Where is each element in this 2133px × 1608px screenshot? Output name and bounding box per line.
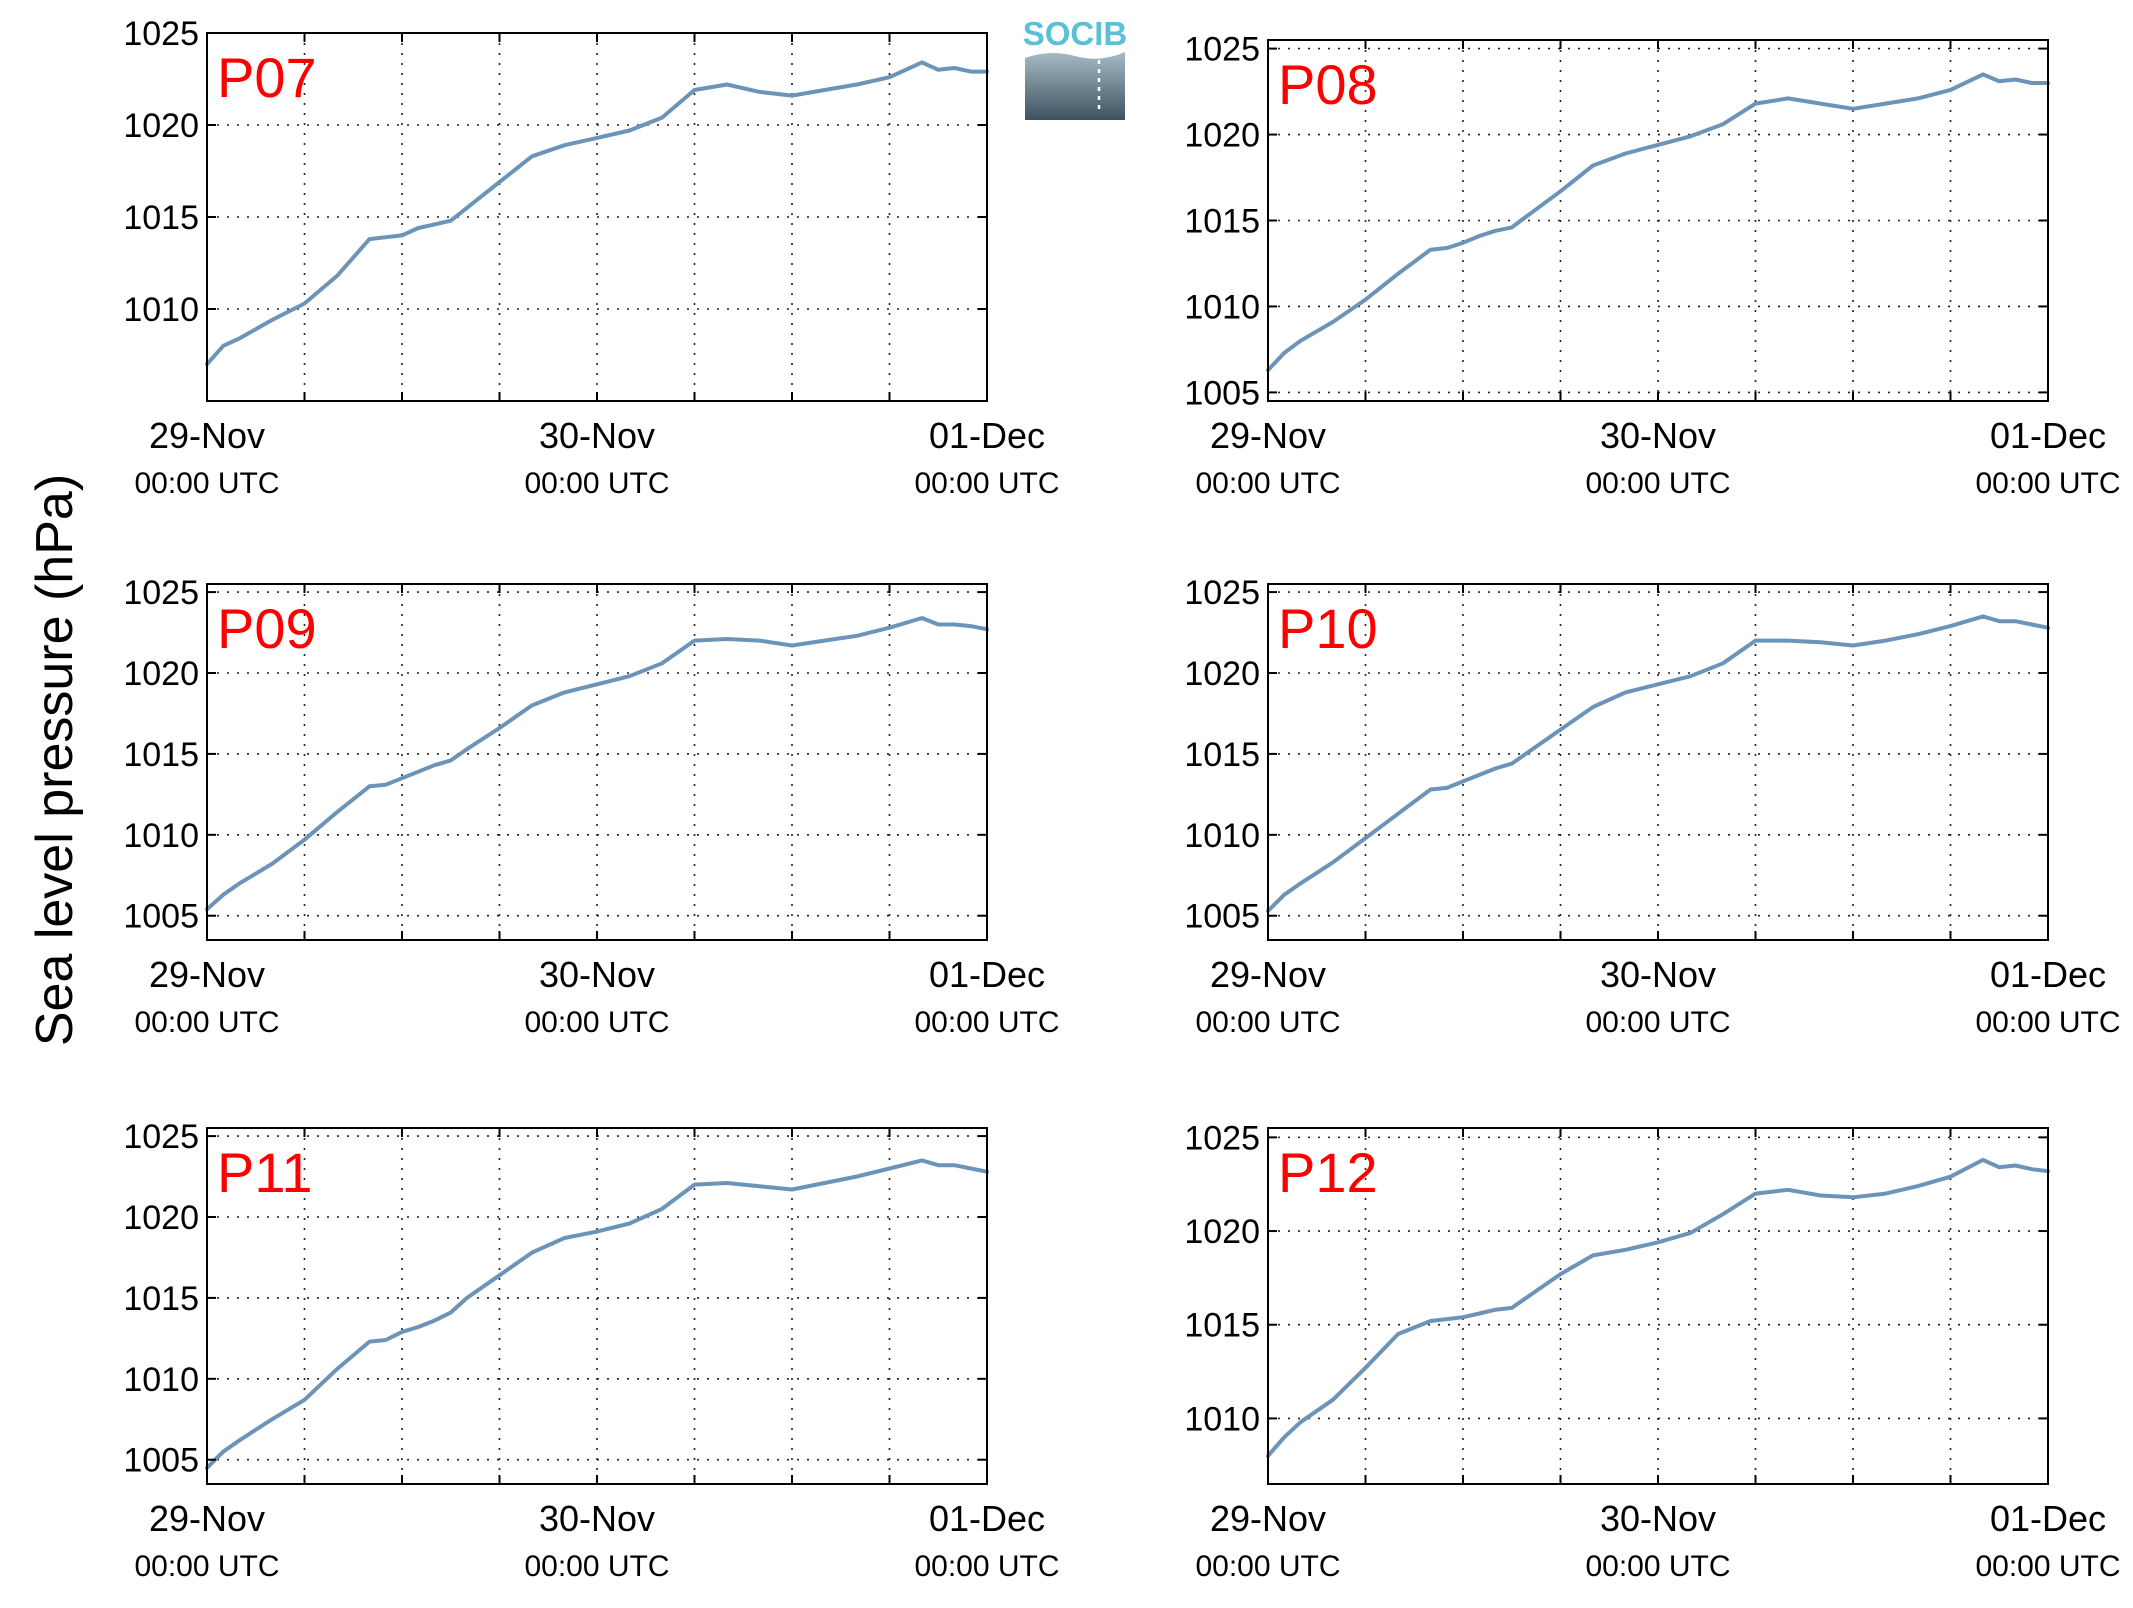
x-tick-label-time: 00:00 UTC <box>1195 1006 1340 1039</box>
y-tick-label: 1005 <box>1184 374 1260 412</box>
y-tick-label: 1015 <box>123 1280 199 1318</box>
x-tick-label-time: 00:00 UTC <box>524 1550 669 1583</box>
panel-label: P08 <box>1278 53 1378 116</box>
x-tick-label-time: 00:00 UTC <box>524 1006 669 1039</box>
x-tick-label-date: 01-Dec <box>1990 415 2106 456</box>
x-tick-label-time: 00:00 UTC <box>1195 467 1340 500</box>
x-tick-label-time: 00:00 UTC <box>524 467 669 500</box>
y-tick-label: 1025 <box>1184 1119 1260 1157</box>
x-tick-label-time: 00:00 UTC <box>1975 1550 2120 1583</box>
x-tick-label-date: 29-Nov <box>1210 954 1326 995</box>
x-tick-label-date: 01-Dec <box>1990 1498 2106 1539</box>
x-tick-label-time: 00:00 UTC <box>1975 467 2120 500</box>
y-tick-label: 1020 <box>123 1199 199 1237</box>
y-tick-label: 1010 <box>1184 288 1260 326</box>
x-tick-label-date: 30-Nov <box>539 954 655 995</box>
x-tick-label-time: 00:00 UTC <box>1975 1006 2120 1039</box>
x-tick-label-time: 00:00 UTC <box>134 1550 279 1583</box>
x-tick-label-date: 30-Nov <box>1600 1498 1716 1539</box>
y-tick-label: 1015 <box>1184 736 1260 774</box>
socib-logo: SOCIB <box>1023 15 1128 120</box>
logo-wave <box>1025 52 1125 120</box>
series-line <box>205 60 989 367</box>
y-tick-label: 1010 <box>1184 1400 1260 1438</box>
y-tick-label: 1015 <box>1184 203 1260 241</box>
panel-label: P12 <box>1278 1141 1378 1204</box>
y-tick-label: 1010 <box>123 1361 199 1399</box>
y-tick-label: 1010 <box>123 817 199 855</box>
x-tick-label-time: 00:00 UTC <box>1195 1550 1340 1583</box>
y-tick-label: 1015 <box>1184 1307 1260 1345</box>
x-tick-label-time: 00:00 UTC <box>914 1550 1059 1583</box>
series-line <box>1266 72 2050 373</box>
x-tick-label-time: 00:00 UTC <box>134 467 279 500</box>
y-tick-label: 1015 <box>123 199 199 237</box>
series-line <box>1266 1157 2050 1458</box>
y-tick-label: 1020 <box>123 655 199 693</box>
x-tick-label-date: 01-Dec <box>929 415 1045 456</box>
x-tick-label-date: 01-Dec <box>1990 954 2106 995</box>
chart-panel-p09: 1005 1010 1015 1020 1025 29-Nov 00:00 UTC 30-No… <box>123 574 1059 1039</box>
x-tick-label-date: 30-Nov <box>539 415 655 456</box>
chart-panel-p12: 1010 1015 1020 1025 29-Nov 00:00 UTC 30-Nov 00:… <box>1184 1119 2120 1583</box>
x-tick-label-date: 29-Nov <box>149 415 265 456</box>
y-tick-label: 1020 <box>1184 1213 1260 1251</box>
chart-panel-p07: 1010 1015 1020 1025 29-Nov 00:00 UTC 30-Nov 00:… <box>123 15 1059 500</box>
y-tick-label: 1010 <box>1184 817 1260 855</box>
x-tick-label-date: 30-Nov <box>1600 415 1716 456</box>
y-tick-label: 1015 <box>123 736 199 774</box>
x-tick-label-date: 29-Nov <box>1210 415 1326 456</box>
chart-panel-p08: 1005 1010 1015 1020 1025 29-Nov 00:00 UTC 30-No… <box>1184 31 2120 500</box>
y-tick-label: 1025 <box>123 1118 199 1156</box>
x-tick-label-date: 29-Nov <box>149 1498 265 1539</box>
series-line <box>205 1158 989 1470</box>
panel-label: P07 <box>217 46 317 109</box>
x-tick-label-date: 29-Nov <box>149 954 265 995</box>
y-tick-label: 1005 <box>1184 898 1260 936</box>
y-tick-label: 1020 <box>123 107 199 145</box>
y-tick-label: 1025 <box>1184 31 1260 69</box>
y-axis-label: Sea level pressure (hPa) <box>26 474 84 1046</box>
y-tick-label: 1025 <box>123 15 199 53</box>
x-tick-label-time: 00:00 UTC <box>1585 1006 1730 1039</box>
chart-panels: 1010 1015 1020 1025 29-Nov 00:00 UTC 30-Nov 00:… <box>123 15 2120 1583</box>
panel-label: P09 <box>217 597 317 660</box>
series-line <box>205 616 989 912</box>
y-tick-label: 1020 <box>1184 655 1260 693</box>
x-tick-label-date: 01-Dec <box>929 1498 1045 1539</box>
y-tick-label: 1005 <box>123 898 199 936</box>
x-tick-label-time: 00:00 UTC <box>914 1006 1059 1039</box>
chart-panel-p10: 1005 1010 1015 1020 1025 29-Nov 00:00 UTC 30-No… <box>1184 574 2120 1039</box>
x-tick-label-time: 00:00 UTC <box>1585 1550 1730 1583</box>
y-tick-label: 1005 <box>123 1442 199 1480</box>
x-tick-label-date: 30-Nov <box>1600 954 1716 995</box>
y-tick-label: 1020 <box>1184 117 1260 155</box>
y-tick-label: 1025 <box>123 574 199 612</box>
x-tick-label-time: 00:00 UTC <box>1585 467 1730 500</box>
series-line <box>1266 614 2050 913</box>
logo-text: SOCIB <box>1023 15 1128 52</box>
panel-label: P10 <box>1278 597 1378 660</box>
x-tick-label-date: 01-Dec <box>929 954 1045 995</box>
y-tick-label: 1010 <box>123 291 199 329</box>
x-tick-label-date: 29-Nov <box>1210 1498 1326 1539</box>
x-tick-label-time: 00:00 UTC <box>914 467 1059 500</box>
x-tick-label-date: 30-Nov <box>539 1498 655 1539</box>
y-tick-label: 1025 <box>1184 574 1260 612</box>
x-tick-label-time: 00:00 UTC <box>134 1006 279 1039</box>
panel-label: P11 <box>217 1141 312 1204</box>
chart-panel-p11: 1005 1010 1015 1020 1025 29-Nov 00:00 UTC 30-No… <box>123 1118 1059 1583</box>
